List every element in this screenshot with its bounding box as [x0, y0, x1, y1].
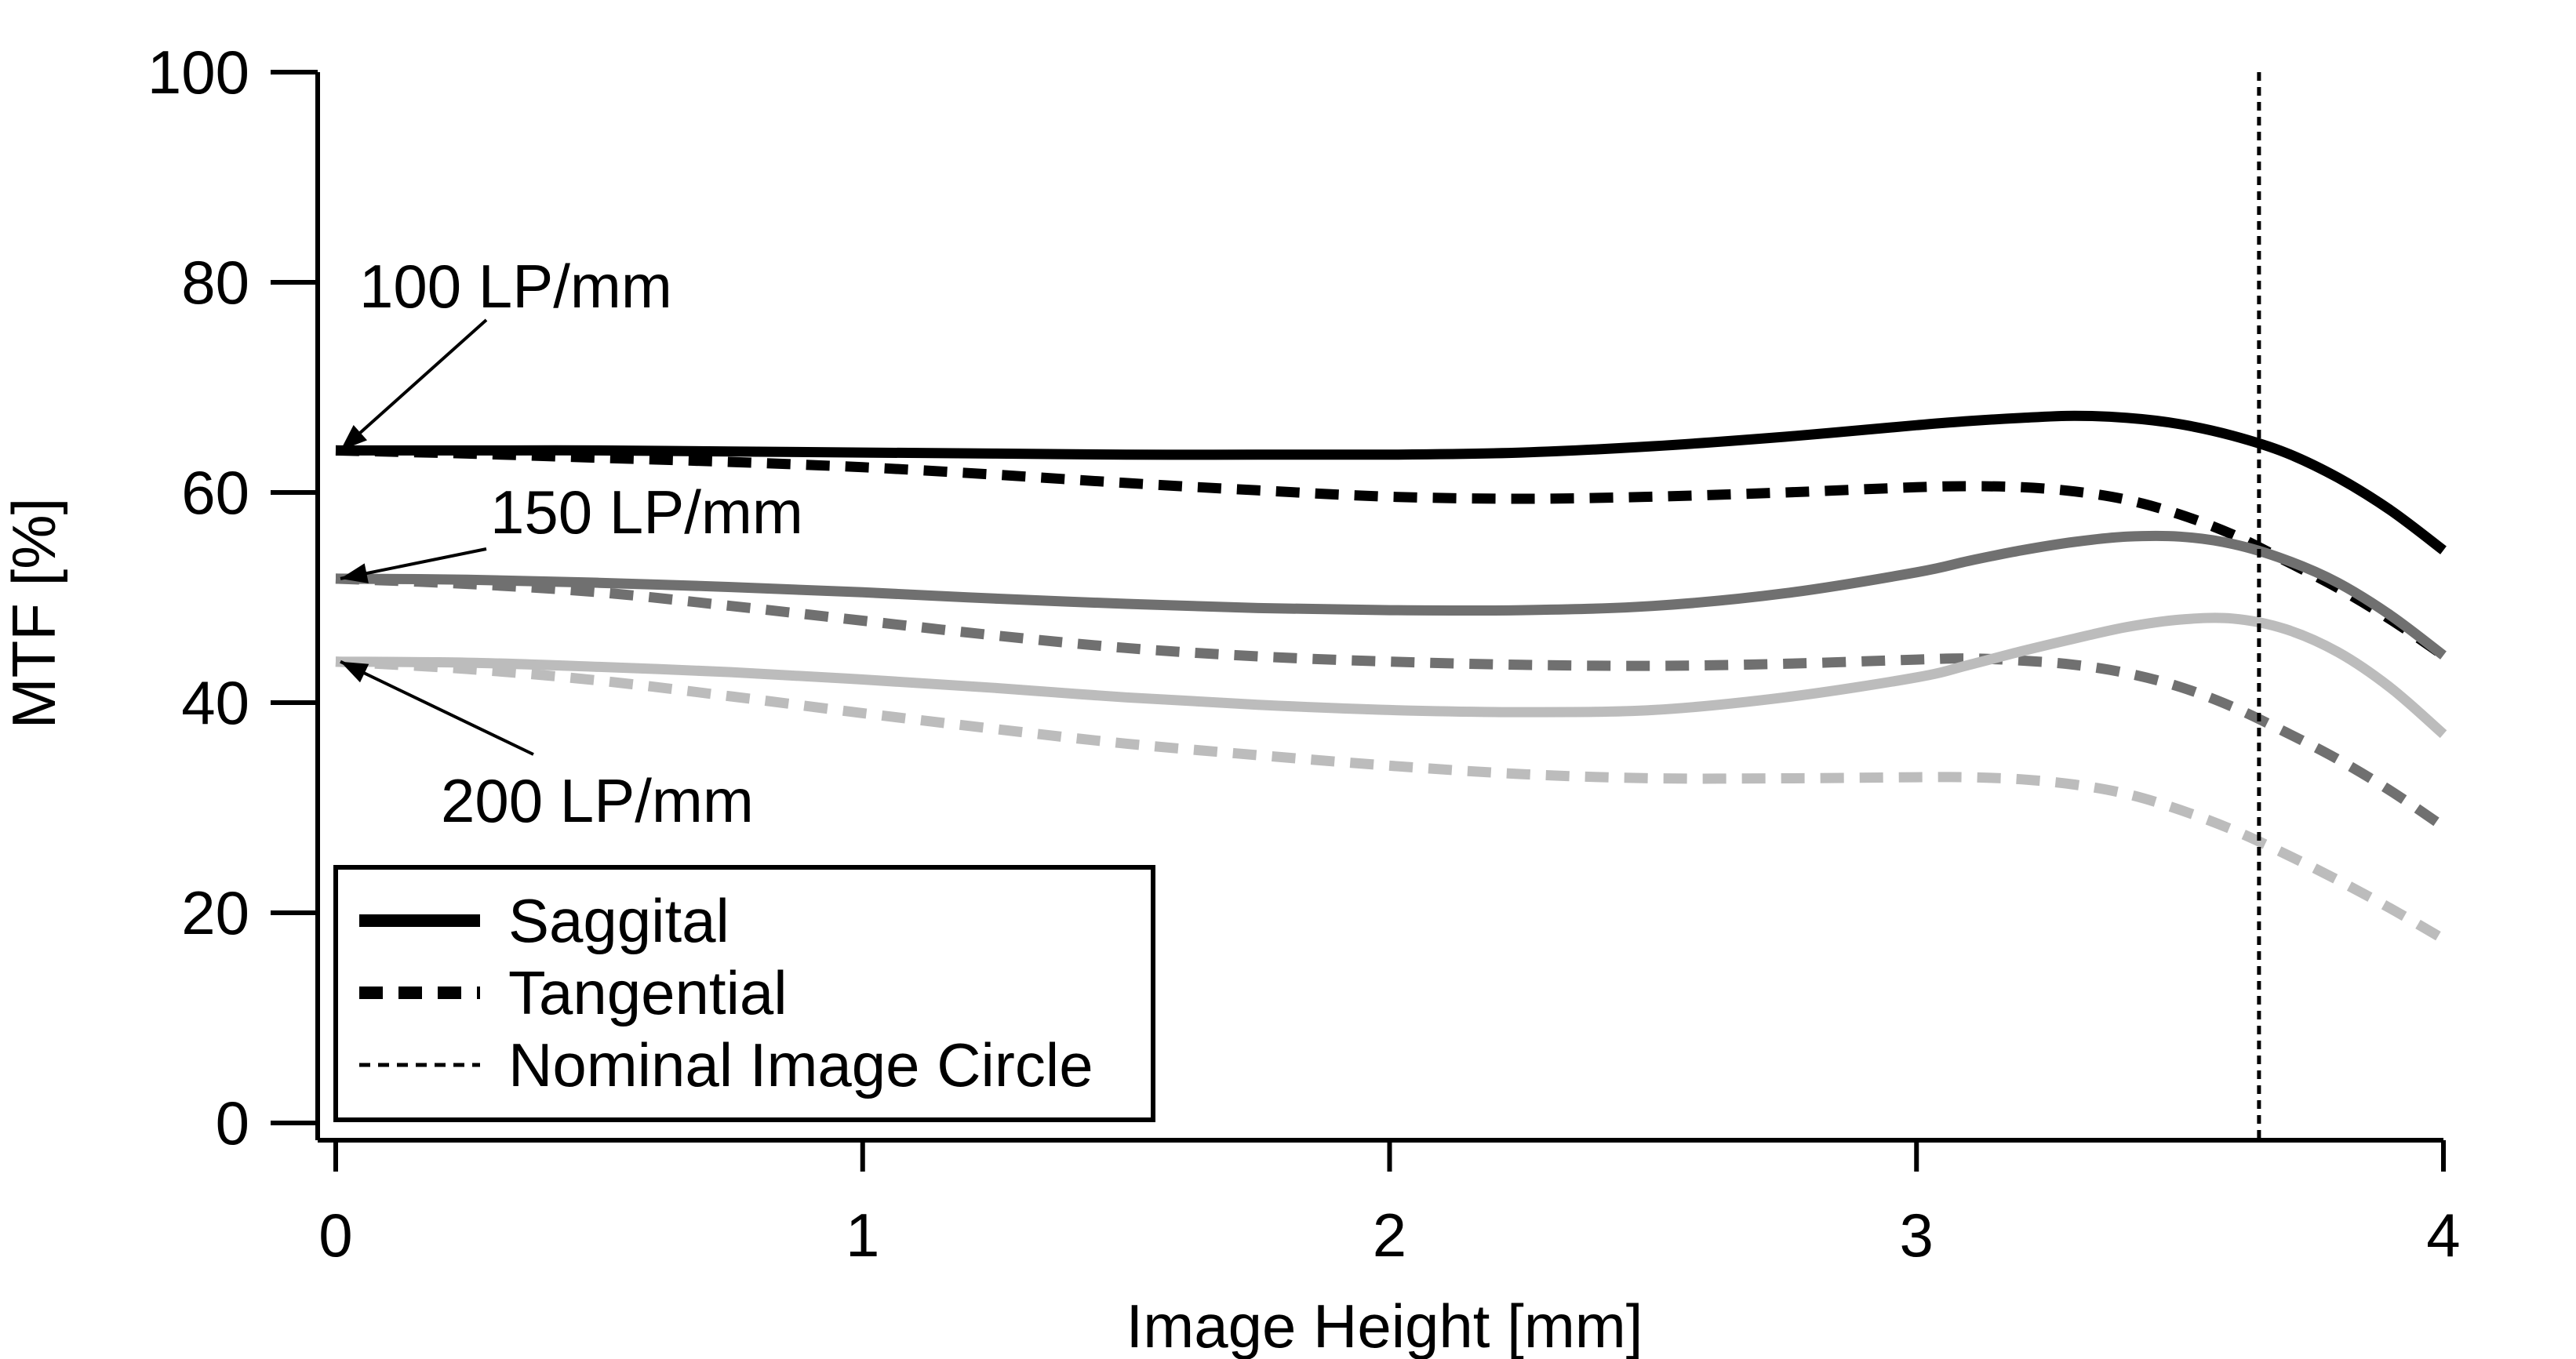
y-tick-label: 40 — [181, 668, 249, 737]
legend-box — [333, 865, 1155, 1122]
y-tick-label: 80 — [181, 248, 249, 317]
series-line-150-lp-mm-tangential — [335, 573, 2447, 831]
x-tick-label: 4 — [2426, 1201, 2460, 1270]
series-line-200-lp-mm-tangential — [335, 656, 2447, 944]
annotation-arrowhead-150-lp-mm — [340, 563, 369, 583]
y-tick-label: 60 — [181, 458, 249, 527]
series-line-200-lp-mm-saggital — [335, 612, 2447, 739]
x-tick-label: 1 — [846, 1201, 879, 1270]
annotation-label-150-lp-mm: 150 LP/mm — [490, 478, 803, 547]
annotation-arrowhead-200-lp-mm — [340, 661, 369, 683]
legend-label-nominal-image-circle: Nominal Image Circle — [508, 1030, 1093, 1099]
y-tick-label: 100 — [147, 38, 249, 107]
x-tick-label: 3 — [1900, 1201, 1934, 1270]
series-line-100-lp-mm-saggital — [336, 410, 2447, 554]
annotation-label-100-lp-mm: 100 LP/mm — [359, 252, 672, 321]
annotation-label-200-lp-mm: 200 LP/mm — [441, 766, 754, 835]
x-tick-label: 2 — [1373, 1201, 1406, 1270]
y-axis-title: MTF [%] — [0, 498, 68, 729]
annotation-arrowhead-100-lp-mm — [340, 425, 368, 451]
annotation-arrow-100-lp-mm — [339, 318, 488, 452]
series-lines — [335, 410, 2447, 944]
annotations: 100 LP/mm 150 LP/mm 200 LP/mm — [339, 252, 803, 835]
axes — [315, 72, 2443, 1143]
axis-ticks: 0 20 40 60 80 100 0 1 2 3 4 — [147, 38, 2461, 1270]
legend-label-tangential: Tangential — [508, 958, 788, 1027]
y-tick-label: 20 — [181, 878, 249, 947]
series-line-100-lp-mm-tangential — [335, 445, 2447, 660]
series-line-150-lp-mm-saggital — [335, 530, 2447, 660]
x-axis-title: Image Height [mm] — [1126, 1292, 1643, 1359]
legend-label-saggital: Saggital — [508, 886, 730, 955]
legend: Saggital Tangential Nominal Image Circle — [333, 865, 1155, 1122]
x-tick-label: 0 — [318, 1201, 352, 1270]
annotation-arrow-200-lp-mm — [340, 660, 534, 756]
y-tick-label: 0 — [216, 1088, 249, 1157]
